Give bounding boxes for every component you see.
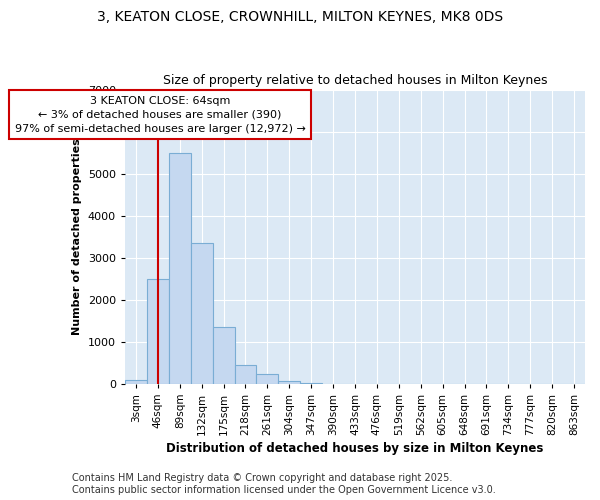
Text: 3, KEATON CLOSE, CROWNHILL, MILTON KEYNES, MK8 0DS: 3, KEATON CLOSE, CROWNHILL, MILTON KEYNE… [97,10,503,24]
Bar [191,243,212,384]
X-axis label: Distribution of detached houses by size in Milton Keynes: Distribution of detached houses by size … [166,442,544,455]
Bar [256,374,278,384]
Bar [300,382,322,384]
Bar [147,279,169,384]
Text: 3 KEATON CLOSE: 64sqm
← 3% of detached houses are smaller (390)
97% of semi-deta: 3 KEATON CLOSE: 64sqm ← 3% of detached h… [14,96,305,134]
Bar [169,152,191,384]
Bar [212,327,235,384]
Title: Size of property relative to detached houses in Milton Keynes: Size of property relative to detached ho… [163,74,547,87]
Bar [125,380,147,384]
Bar [235,365,256,384]
Bar [278,380,300,384]
Y-axis label: Number of detached properties: Number of detached properties [73,138,82,335]
Text: Contains HM Land Registry data © Crown copyright and database right 2025.
Contai: Contains HM Land Registry data © Crown c… [72,474,496,495]
